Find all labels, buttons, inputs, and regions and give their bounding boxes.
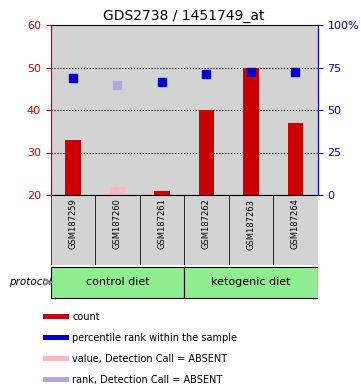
Bar <box>109 187 125 195</box>
Bar <box>243 68 259 195</box>
Text: protocol: protocol <box>9 277 51 287</box>
Bar <box>184 195 229 265</box>
Bar <box>140 25 184 195</box>
Bar <box>95 25 140 195</box>
Point <box>114 81 120 88</box>
Text: percentile rank within the sample: percentile rank within the sample <box>72 333 237 343</box>
Bar <box>43 314 69 319</box>
Text: GSM187261: GSM187261 <box>157 199 166 249</box>
Point <box>292 69 298 75</box>
Text: GSM187259: GSM187259 <box>68 199 77 249</box>
Point <box>204 71 209 77</box>
Text: ketogenic diet: ketogenic diet <box>211 277 291 287</box>
Point <box>248 69 254 75</box>
Bar <box>51 195 95 265</box>
Text: value, Detection Call = ABSENT: value, Detection Call = ABSENT <box>72 354 227 364</box>
Point <box>70 75 76 81</box>
Bar <box>184 25 229 195</box>
Text: GSM187264: GSM187264 <box>291 199 300 249</box>
Bar <box>199 110 214 195</box>
Text: rank, Detection Call = ABSENT: rank, Detection Call = ABSENT <box>72 375 222 384</box>
Text: GSM187262: GSM187262 <box>202 199 211 249</box>
Bar <box>43 336 69 340</box>
Title: GDS2738 / 1451749_at: GDS2738 / 1451749_at <box>103 8 265 23</box>
Bar <box>184 267 318 298</box>
Bar <box>51 25 95 195</box>
Text: control diet: control diet <box>86 277 149 287</box>
Bar <box>140 195 184 265</box>
Bar <box>229 25 273 195</box>
Bar <box>229 195 273 265</box>
Bar <box>51 267 184 298</box>
Bar <box>154 191 170 195</box>
Text: GSM187260: GSM187260 <box>113 199 122 249</box>
Text: count: count <box>72 312 100 322</box>
Bar <box>273 25 318 195</box>
Bar <box>288 123 303 195</box>
Bar <box>273 195 318 265</box>
Bar <box>65 140 81 195</box>
Bar <box>95 195 140 265</box>
Bar <box>43 377 69 382</box>
Bar <box>43 356 69 361</box>
Text: GSM187263: GSM187263 <box>247 199 255 250</box>
Point <box>159 79 165 86</box>
